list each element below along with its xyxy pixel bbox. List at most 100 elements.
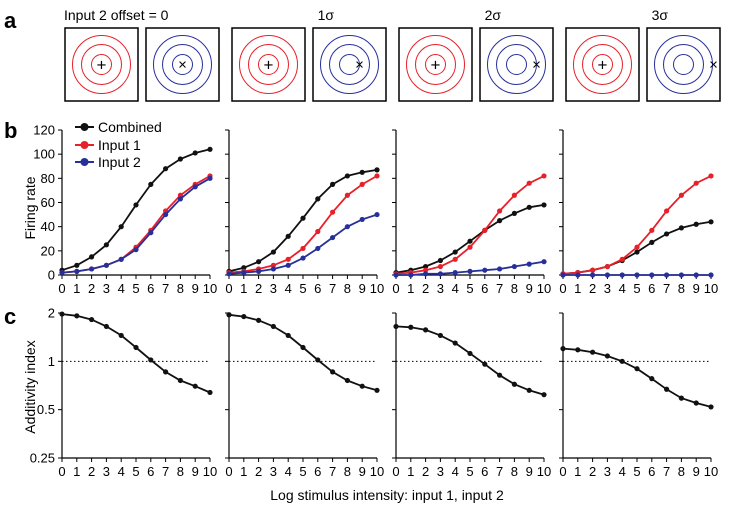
x-tick-label: 10 (537, 281, 551, 296)
data-point-input-2 (226, 271, 232, 277)
x-tick-label: 9 (359, 281, 366, 296)
data-point-combined (408, 324, 414, 330)
data-point-combined (452, 249, 458, 255)
input1-ring-1 (415, 44, 456, 85)
data-point-input-1 (330, 209, 336, 215)
input2-ring-1 (496, 44, 537, 85)
x-tick-label: 0 (559, 281, 566, 296)
y-tick-label: 80 (41, 171, 55, 186)
x-tick-label: 1 (73, 464, 80, 479)
x-tick-label: 6 (314, 281, 321, 296)
x-tick-label: 8 (177, 281, 184, 296)
input2-ring-2 (654, 35, 713, 94)
x-tick-label: 2 (255, 281, 262, 296)
input2-ring-0 (506, 54, 527, 75)
data-point-combined (708, 219, 714, 225)
x-tick-label: 4 (619, 281, 626, 296)
data-point-combined (423, 263, 429, 270)
data-point-input-1 (315, 228, 321, 235)
offset-label-0: Input 2 offset = 0 (64, 7, 169, 23)
legend-marker-combined (80, 123, 89, 131)
y-tick-label: 0.25 (30, 451, 55, 466)
x-tick-label: 5 (132, 464, 139, 479)
panel-letter-a: a (4, 8, 17, 33)
x-tick-label: 5 (633, 464, 640, 479)
data-point-combined (74, 262, 80, 268)
x-tick-label: 3 (604, 281, 611, 296)
series-line-input-2 (61, 177, 211, 274)
data-point-combined (330, 369, 336, 375)
data-point-combined (330, 181, 336, 187)
data-point-combined (241, 313, 247, 320)
data-point-input-1 (482, 227, 488, 233)
y-tick-label: 100 (33, 147, 55, 162)
data-point-input-1 (511, 192, 517, 198)
data-point-input-2 (664, 272, 670, 278)
data-point-combined (590, 349, 596, 355)
x-tick-label: 10 (704, 281, 718, 296)
x-tick-label: 0 (225, 281, 232, 296)
data-point-combined (374, 167, 380, 173)
data-point-input-2 (408, 272, 414, 278)
series-line-combined (228, 313, 378, 392)
data-point-input-2 (256, 268, 262, 274)
data-point-combined (148, 357, 154, 363)
input1-field-box (398, 27, 473, 102)
data-point-combined (634, 366, 640, 372)
data-point-combined (437, 332, 443, 339)
data-point-combined (315, 196, 321, 202)
data-point-input-1 (634, 244, 640, 250)
data-point-input-2 (590, 272, 596, 278)
data-point-input-1 (437, 263, 443, 270)
data-point-input-2 (526, 261, 532, 267)
y-tick-label: 120 (33, 123, 55, 138)
input1-field-box (64, 27, 139, 102)
legend-label-combined: Combined (98, 119, 162, 135)
input2-stimulus-marker: × (709, 57, 718, 74)
x-tick-label: 7 (663, 464, 670, 479)
data-point-combined (226, 312, 232, 318)
data-point-combined (437, 257, 443, 264)
data-point-input-2 (344, 224, 350, 230)
x-tick-label: 2 (589, 464, 596, 479)
data-point-input-2 (59, 269, 65, 276)
data-point-combined (207, 146, 213, 152)
panel-letter-c: c (4, 304, 16, 329)
input2-field-box (646, 27, 721, 102)
legend: Combined Input 1 Input 2 (75, 119, 162, 170)
input1-ring-2 (72, 35, 131, 94)
data-point-combined (664, 386, 670, 392)
x-tick-label: 0 (559, 464, 566, 479)
input1-ring-2 (239, 35, 298, 94)
series-line-input-1 (562, 175, 712, 275)
series-line-input-1 (61, 175, 211, 274)
input2-ring-0 (673, 54, 694, 75)
data-point-input-1 (526, 180, 532, 186)
x-tick-label: 7 (329, 464, 336, 479)
data-point-combined (285, 233, 291, 239)
data-point-combined (511, 381, 517, 387)
data-point-input-2 (497, 266, 503, 272)
legend-marker-input2 (80, 158, 89, 166)
legend-label-input1: Input 1 (98, 137, 141, 153)
x-tick-label: 9 (359, 464, 366, 479)
data-point-input-2 (437, 271, 443, 277)
input1-ring-0 (592, 54, 613, 75)
x-tick-label: 0 (58, 281, 65, 296)
input2-ring-0 (172, 54, 193, 75)
data-point-input-2 (541, 259, 547, 265)
plot-b-3: 0 1 2 3 4 5 6 7 8 9 10 (559, 129, 718, 296)
x-tick-label: 1 (240, 281, 247, 296)
data-point-combined (344, 377, 350, 384)
data-point-combined (300, 344, 306, 351)
x-tick-label: 10 (537, 464, 551, 479)
data-point-input-1 (177, 192, 183, 198)
receptive-field-diagrams: + × + × + × + × (64, 27, 721, 102)
data-point-combined (241, 265, 247, 271)
data-point-input-2 (315, 245, 321, 252)
x-tick-label: 10 (370, 281, 384, 296)
input2-ring-1 (663, 44, 704, 85)
data-point-combined (148, 181, 154, 187)
data-point-combined (207, 389, 213, 396)
